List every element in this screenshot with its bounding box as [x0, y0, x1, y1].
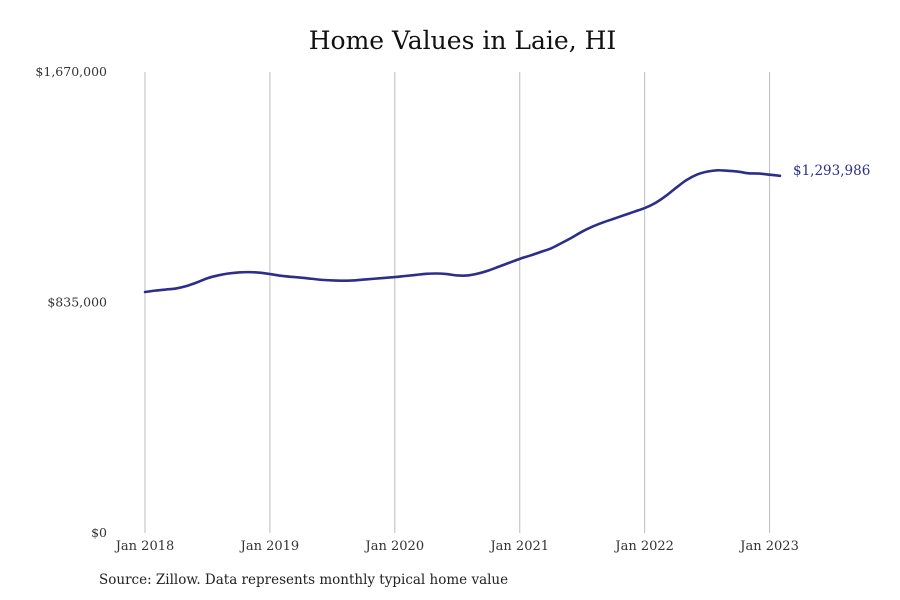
gridlines	[144, 72, 771, 533]
end-value-label: $1,293,986	[793, 163, 870, 179]
series-line	[143, 168, 782, 294]
x-tick-label: Jan 2019	[239, 539, 300, 554]
x-tick-label: Jan 2023	[738, 539, 799, 554]
series-line-group	[143, 168, 782, 294]
y-tick-label: $0	[91, 525, 107, 540]
y-tick-label: $1,670,000	[35, 64, 107, 79]
x-tick-label: Jan 2018	[114, 539, 175, 554]
y-axis-ticks: $0 $835,000 $1,670,000	[35, 64, 107, 540]
source-note: Source: Zillow. Data represents monthly …	[99, 572, 509, 588]
y-tick-label: $835,000	[47, 295, 107, 310]
x-tick-label: Jan 2022	[613, 539, 674, 554]
x-tick-label: Jan 2021	[488, 539, 549, 554]
end-value-label-group: $1,293,986	[793, 163, 870, 179]
chart-title: Home Values in Laie, HI	[308, 26, 617, 55]
x-axis-ticks: Jan 2018 Jan 2019 Jan 2020 Jan 2021 Jan 2022…	[114, 539, 799, 554]
x-tick-label: Jan 2020	[364, 539, 425, 554]
